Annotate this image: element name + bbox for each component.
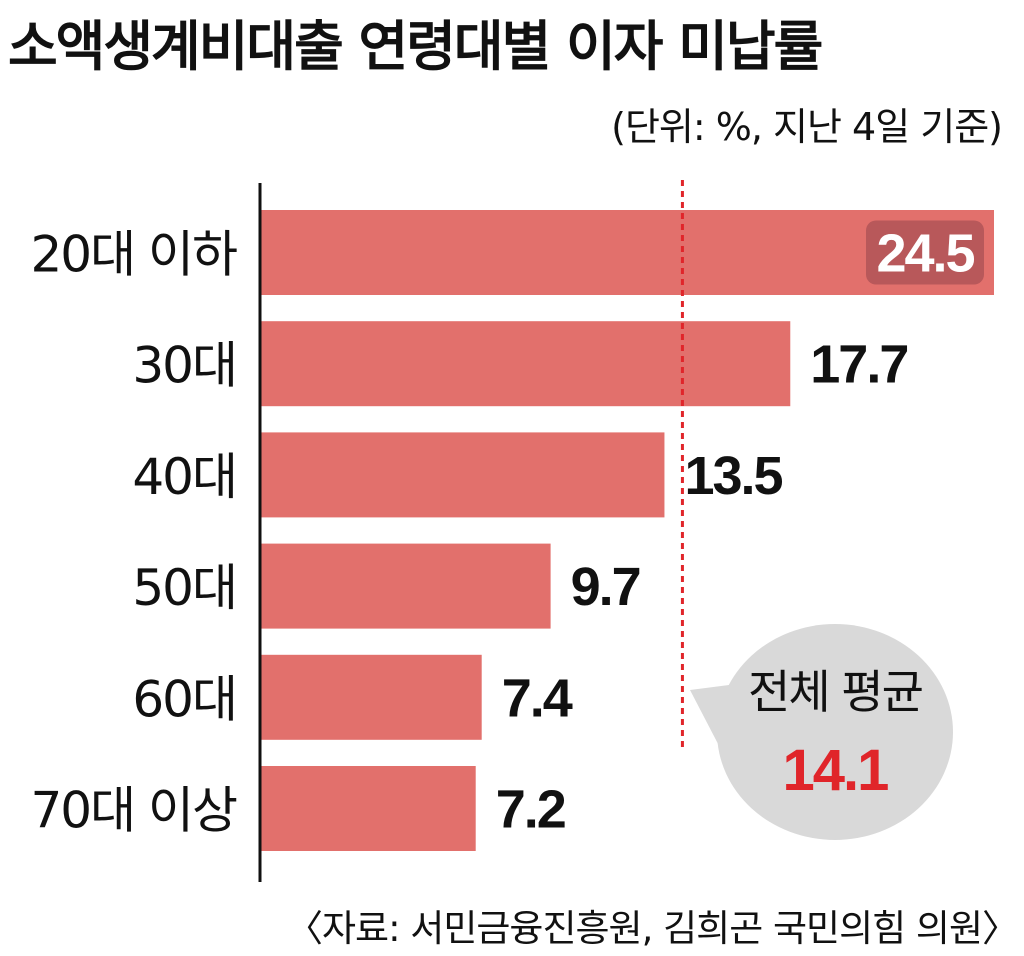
value-label: 13.5 (684, 446, 782, 506)
category-label: 50대 (132, 559, 236, 617)
value-label: 7.2 (496, 780, 565, 840)
average-value: 14.1 (783, 738, 889, 803)
value-label: 9.7 (571, 557, 640, 617)
average-group: 전체 평균 14.1 (680, 180, 953, 840)
bars-group (260, 210, 994, 851)
category-label: 30대 (132, 337, 236, 395)
category-label: 20대 이하 (30, 226, 237, 284)
unit-note: (단위: %, 지난 4일 기준) (611, 105, 1003, 149)
bar-1 (260, 321, 791, 407)
value-label: 17.7 (810, 335, 907, 395)
average-label: 전체 평균 (748, 665, 923, 719)
category-label: 40대 (132, 448, 236, 506)
bar-5 (260, 766, 476, 851)
value-label-highlight (866, 220, 984, 285)
bar-2 (260, 432, 665, 518)
category-label: 60대 (132, 670, 236, 728)
value-label: 7.4 (502, 668, 573, 728)
chart-title: 소액생계비대출 연령대별 이자 미납률 (8, 15, 823, 78)
bar-4 (260, 654, 482, 740)
average-callout (717, 624, 953, 840)
source-note: 〈자료: 서민금융진흥원, 김희곤 국민의힘 의원〉 (286, 907, 1019, 950)
bar-3 (260, 543, 551, 629)
value-label: 24.5 (876, 224, 974, 284)
category-label: 70대 이상 (30, 782, 237, 840)
labels-group: 20대 이하 24.5 30대 17.7 40대 13.5 50대 9.7 60대 7.4 70대 … (30, 220, 984, 840)
